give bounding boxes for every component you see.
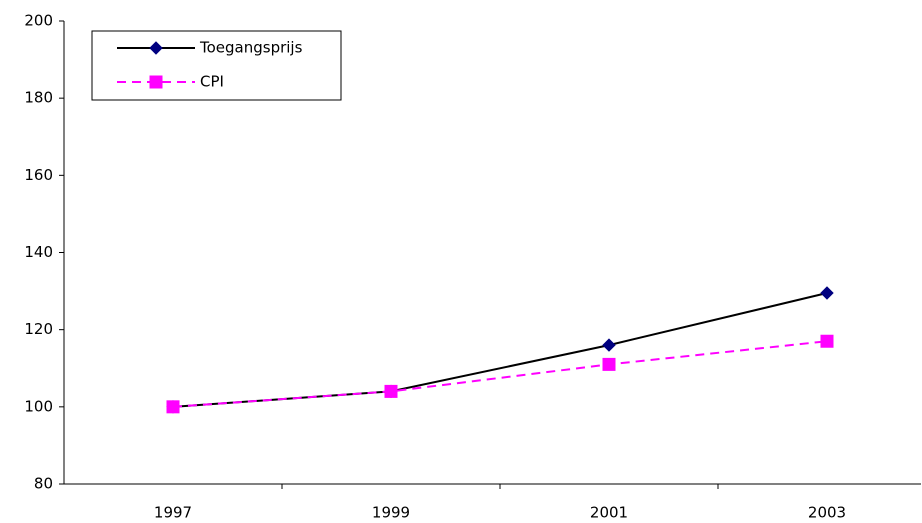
data-point	[384, 384, 398, 398]
x-tick-label: 2001	[590, 504, 628, 522]
y-tick-label: 180	[24, 89, 53, 107]
legend-label: CPI	[200, 73, 224, 91]
data-point	[166, 400, 180, 414]
data-point	[602, 338, 616, 352]
series-line	[172, 340, 828, 408]
legend-box	[91, 30, 342, 101]
y-tick-label: 140	[24, 243, 53, 261]
x-tick-label: 1999	[372, 504, 410, 522]
legend-marker	[149, 41, 163, 55]
y-tick-label: 80	[34, 475, 53, 493]
x-tick-label: 2003	[808, 504, 846, 522]
data-point	[602, 357, 616, 371]
y-tick-label: 100	[24, 397, 53, 415]
y-tick-label: 160	[24, 166, 53, 184]
x-tick-label: 1997	[154, 504, 192, 522]
y-tick-label: 200	[24, 12, 53, 30]
data-point	[820, 334, 834, 348]
y-tick-label: 120	[24, 320, 53, 338]
legend-marker	[149, 75, 163, 89]
legend-label: Toegangsprijs	[199, 39, 303, 57]
series-line	[172, 292, 828, 408]
data-point	[820, 286, 834, 300]
